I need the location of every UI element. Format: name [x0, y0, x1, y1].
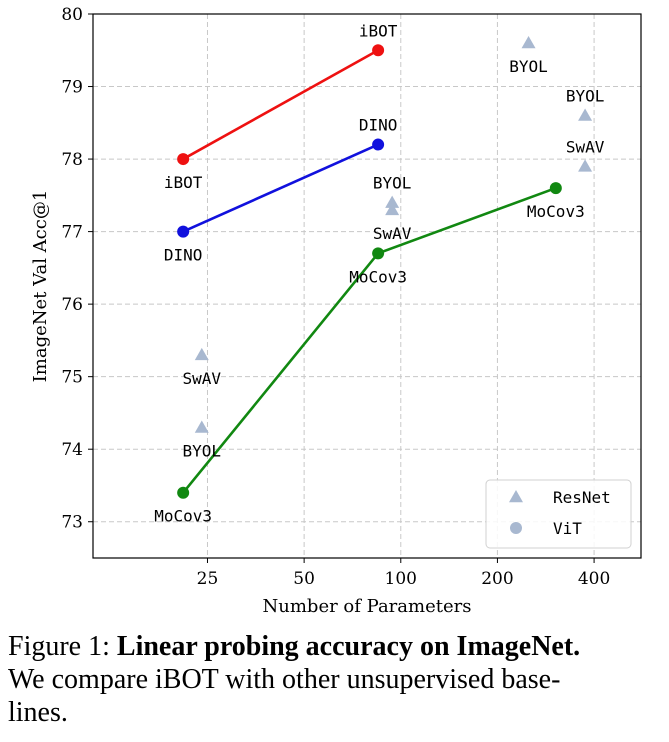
x-tick-label: 100 [385, 569, 417, 589]
resnet-point-label: SwAV [373, 224, 412, 243]
mocov3-marker [177, 486, 190, 499]
y-tick-label: 75 [61, 368, 83, 388]
y-tick-label: 79 [61, 78, 83, 98]
dino-label: DINO [164, 246, 203, 265]
y-tick-label: 77 [61, 223, 83, 243]
resnet-marker [385, 202, 400, 216]
resnet-point-label: BYOL [566, 87, 605, 106]
y-tick-label: 78 [61, 150, 83, 170]
dino-marker [372, 138, 385, 151]
point-labels: SwAV BYOL BYOL SwAV BYOL BYOL SwAV iBOT iBOT DINO… [154, 21, 604, 525]
x-tick-label: 200 [481, 569, 513, 589]
y-tick-label: 76 [61, 295, 83, 315]
x-ticks: 25 50 100 200 400 [197, 558, 610, 589]
dino-label: DINO [359, 116, 398, 135]
resnet-point-label: SwAV [566, 137, 605, 156]
mocov3-line [182, 186, 557, 494]
resnet-point-label: BYOL [509, 57, 548, 76]
dino-marker [177, 225, 190, 238]
y-tick-label: 80 [61, 5, 83, 25]
x-axis-label: Number of Parameters [263, 596, 472, 617]
x-tick-label: 400 [578, 569, 610, 589]
chart: 73 74 75 76 77 78 79 80 25 50 100 200 400 ImageNet … [30, 5, 642, 617]
legend-vit-icon [510, 522, 522, 534]
mocov3-label: MoCov3 [154, 507, 212, 526]
resnet-marker [578, 108, 593, 121]
ibot-marker [177, 153, 190, 166]
legend-label: ResNet [553, 488, 611, 507]
ibot-marker [372, 44, 385, 57]
legend-box [485, 479, 632, 549]
resnet-marker [194, 420, 209, 433]
legend-resnet-icon [509, 490, 523, 503]
resnet-point-label: BYOL [183, 441, 222, 460]
x-tick-label: 50 [293, 569, 315, 589]
figure-caption: Figure 1: Linear probing accuracy on Ima… [8, 630, 663, 729]
legend-label: ViT [553, 519, 582, 538]
legend: ResNet ViT [485, 479, 632, 549]
mocov3-marker [372, 247, 385, 260]
plot-frame [92, 13, 642, 559]
y-tick-label: 74 [61, 440, 83, 460]
mocov3-label: MoCov3 [349, 267, 407, 286]
caption-bold: Linear probing accuracy on ImageNet. [116, 631, 581, 662]
resnet-marker [578, 159, 593, 172]
caption-line-3: lines. [8, 697, 68, 728]
y-axis-label: ImageNet Val Acc@1 [30, 190, 51, 383]
caption-line-1: Figure 1: Linear probing accuracy on Ima… [8, 630, 663, 663]
resnet-marker [194, 347, 209, 361]
resnet-marker [521, 36, 536, 49]
dino-line [182, 143, 379, 233]
resnet-point-label: SwAV [183, 369, 222, 388]
ibot-label: iBOT [164, 173, 203, 192]
caption-line-2: We compare iBOT with other unsupervised … [8, 664, 561, 695]
y-tick-label: 73 [61, 513, 83, 533]
x-tick-label: 25 [197, 569, 219, 589]
ibot-label: iBOT [359, 21, 398, 40]
resnet-point-label: BYOL [373, 174, 412, 193]
ibot-line [182, 49, 379, 161]
markers [177, 36, 593, 499]
y-ticks: 73 74 75 76 77 78 79 80 [61, 5, 93, 533]
caption-prefix: Figure 1: [8, 631, 117, 662]
mocov3-marker [549, 182, 562, 195]
resnet-marker [385, 195, 400, 208]
mocov3-label: MoCov3 [527, 202, 585, 221]
